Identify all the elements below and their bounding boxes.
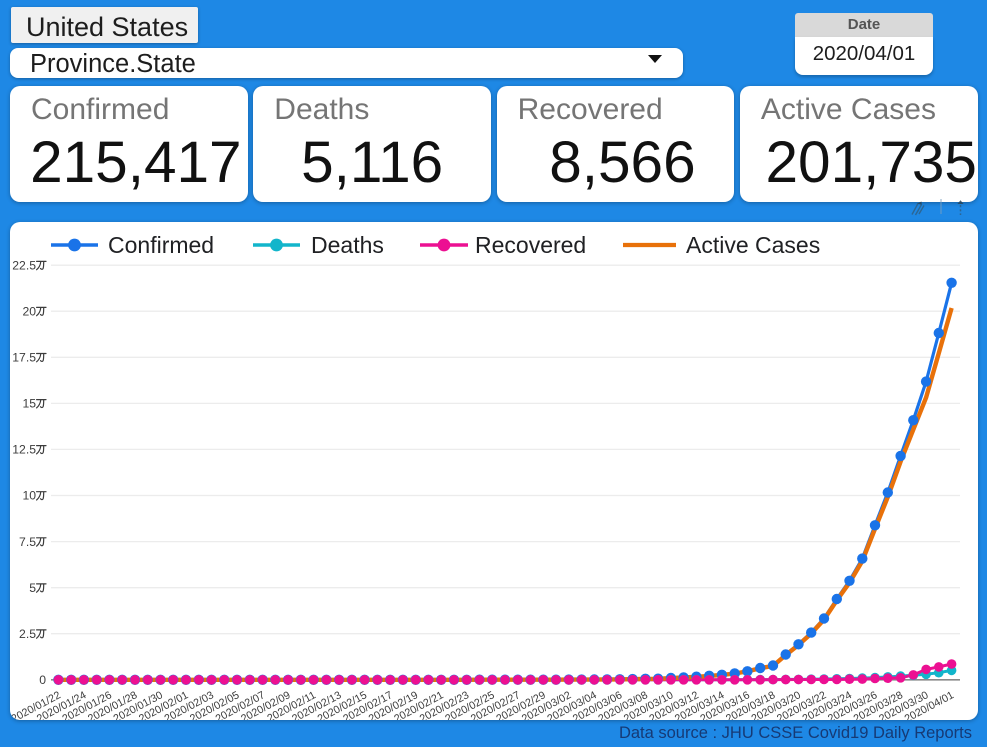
svg-text:10: 10 bbox=[22, 489, 36, 503]
svg-text:12.5: 12.5 bbox=[12, 443, 36, 457]
svg-text:17.5: 17.5 bbox=[12, 351, 36, 365]
svg-text:Recovered: Recovered bbox=[475, 232, 586, 258]
svg-text:22.5: 22.5 bbox=[12, 258, 36, 272]
svg-text:5: 5 bbox=[29, 581, 36, 595]
svg-text:15: 15 bbox=[22, 397, 36, 411]
svg-text:Active Cases: Active Cases bbox=[686, 232, 820, 258]
svg-text:2.5: 2.5 bbox=[19, 627, 36, 641]
svg-text:7.5: 7.5 bbox=[19, 535, 36, 549]
svg-text:20: 20 bbox=[22, 304, 36, 318]
svg-text:Confirmed: Confirmed bbox=[108, 232, 214, 258]
svg-text:Deaths: Deaths bbox=[311, 232, 384, 258]
svg-text:0: 0 bbox=[39, 673, 46, 687]
